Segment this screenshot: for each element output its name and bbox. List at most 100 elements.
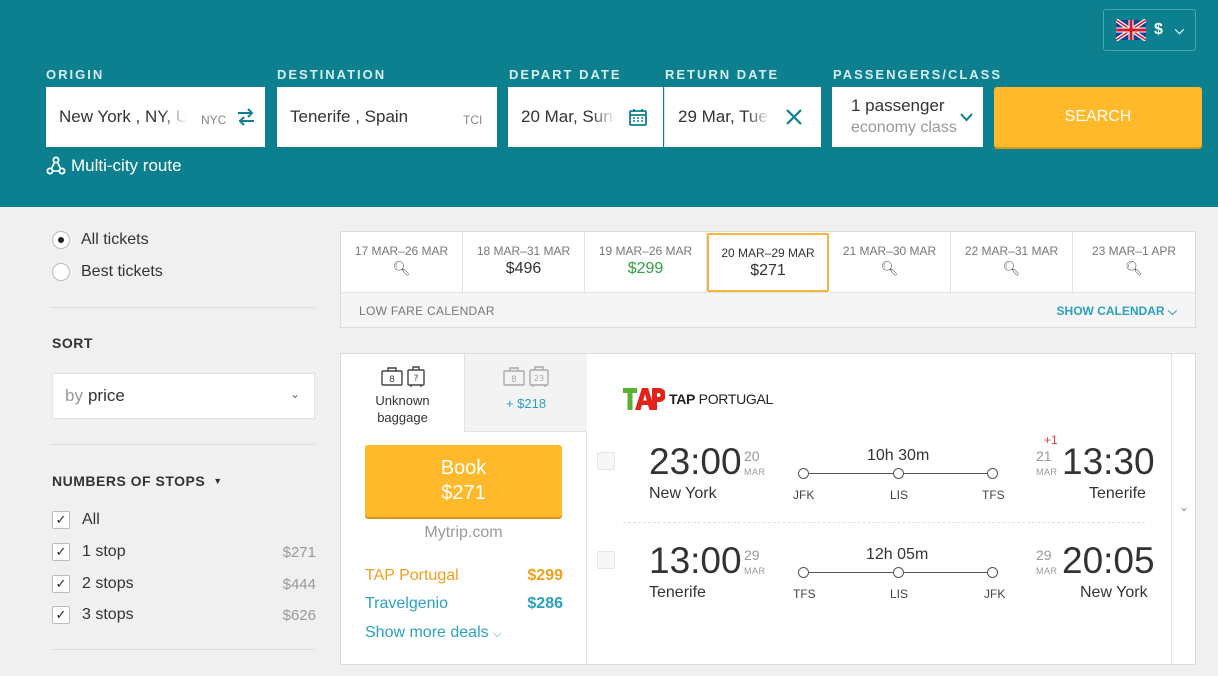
swap-icon[interactable] <box>236 107 256 127</box>
checkmark-icon: ✓ <box>52 511 70 529</box>
stops-label: 1 stop <box>82 543 126 560</box>
departure-time: 23:00 <box>649 441 742 482</box>
next-day-indicator: +1 <box>1044 433 1058 447</box>
date-price: $496 <box>505 260 542 277</box>
date-range: 19 MAR–26 MAR <box>598 244 693 258</box>
date-cell[interactable]: 17 MAR–26 MAR 🔍︎ <box>341 232 463 292</box>
multi-city-route-link[interactable]: Multi-city route <box>46 156 182 176</box>
baggage-extra-price: + $218 <box>505 396 547 411</box>
segment-checkbox[interactable] <box>597 551 615 569</box>
chevron-down-icon: ⌵ <box>1167 304 1177 318</box>
agency-name: Mytrip.com <box>424 524 503 541</box>
date-cell[interactable]: 21 MAR–30 MAR 🔍︎ <box>829 232 951 292</box>
stop-dot <box>893 468 904 479</box>
destination-input[interactable]: Tenerife , Spain TCI <box>277 87 497 147</box>
flight-duration: 12h 05m <box>866 546 929 563</box>
arrival-time: 13:30 <box>1062 441 1155 482</box>
departure-day: 20 <box>744 448 760 464</box>
stops-label: All <box>82 511 100 528</box>
uk-flag-icon <box>1116 19 1146 41</box>
close-icon[interactable] <box>785 108 803 126</box>
radio-unselected-icon <box>52 263 70 281</box>
best-tickets-label: Best tickets <box>81 263 163 280</box>
card-rail-divider <box>1171 354 1172 665</box>
stops-label: 2 stops <box>82 575 134 592</box>
origin-input[interactable]: New York , NY, United States NYC <box>46 87 265 147</box>
depart-date-input[interactable]: 20 Mar, Sunday <box>508 87 663 147</box>
all-tickets-radio[interactable]: All tickets <box>52 231 149 249</box>
show-more-deals-link[interactable]: Show more deals ⌵ <box>365 624 501 642</box>
date-price: $299 <box>627 260 664 277</box>
stops-filter-toggle[interactable]: NUMBERS OF STOPS ▼ <box>52 473 223 489</box>
stops-all-checkbox[interactable]: ✓ All <box>52 509 316 531</box>
search-icon: 🔍︎ <box>1125 260 1143 276</box>
best-tickets-radio[interactable]: Best tickets <box>52 263 163 281</box>
arrival-day: 21 <box>1036 448 1052 464</box>
stop-dot <box>987 567 998 578</box>
passenger-count: 1 passenger <box>851 96 945 115</box>
baggage-tab-extra[interactable]: 8 23 + $218 <box>464 354 587 432</box>
airport-code: JFK <box>984 587 1006 601</box>
stop-dot <box>798 567 809 578</box>
multi-city-label: Multi-city route <box>71 156 182 175</box>
departure-time: 13:00 <box>649 540 742 581</box>
stops-2-checkbox[interactable]: ✓ 2 stops $444 <box>52 573 316 595</box>
search-icon: 🔍︎ <box>1002 260 1021 276</box>
checkmark-icon: ✓ <box>52 543 70 561</box>
svg-text:?: ? <box>413 374 418 384</box>
destination-label: DESTINATION <box>277 67 387 82</box>
stops-3-checkbox[interactable]: ✓ 3 stops $626 <box>52 604 316 626</box>
show-calendar-link[interactable]: SHOW CALENDAR ⌵ <box>1057 304 1177 319</box>
airline-name-bold: TAP <box>669 391 696 407</box>
date-cell[interactable]: 23 MAR–1 APR 🔍︎ <box>1073 232 1195 292</box>
search-icon: 🔍︎ <box>392 260 411 276</box>
date-range: 21 MAR–30 MAR <box>842 244 937 258</box>
segment-divider <box>623 522 1145 523</box>
segment-checkbox[interactable] <box>597 452 615 470</box>
baggage-tab-unknown[interactable]: 8 ? Unknown baggage <box>341 354 464 432</box>
destination-value: Tenerife , Spain <box>290 107 409 126</box>
date-cell[interactable]: 18 MAR–31 MAR $496 <box>463 232 585 292</box>
chevron-down-icon <box>960 113 973 122</box>
chevron-down-icon: ⌄ <box>289 387 300 401</box>
return-date-value: 29 Mar, Tuesday <box>678 107 770 126</box>
deal-row[interactable]: Travelgenio $286 <box>365 595 563 613</box>
checkmark-icon: ✓ <box>52 575 70 593</box>
ticket-card: 8 ? Unknown baggage 8 23 + $218 <box>340 353 1196 665</box>
search-button[interactable]: SEARCH <box>994 87 1202 147</box>
airport-code: JFK <box>793 488 815 502</box>
date-cell-selected[interactable]: 20 MAR–29 MAR $271 <box>707 233 829 292</box>
airport-code: TFS <box>793 587 816 601</box>
svg-text:TAP: TAP <box>644 397 646 400</box>
expand-chevron-icon[interactable]: ⌄ <box>1179 500 1190 514</box>
checkmark-icon: ✓ <box>52 606 70 624</box>
airport-code: LIS <box>890 488 909 502</box>
return-date-input[interactable]: 29 Mar, Tuesday <box>664 87 821 147</box>
destination-iata: TCI <box>463 113 483 127</box>
sort-value: price <box>87 386 125 405</box>
origin-value: New York , NY, United States <box>59 107 187 126</box>
show-calendar-label: SHOW CALENDAR <box>1056 304 1165 318</box>
deal-row[interactable]: TAP Portugal $299 <box>365 567 563 585</box>
calendar-icon[interactable] <box>628 107 648 127</box>
passengers-class-select[interactable]: 1 passenger economy class <box>832 87 983 147</box>
deal-price: $299 <box>527 567 563 584</box>
language-currency-selector[interactable]: $ ⌵ <box>1103 9 1196 51</box>
sort-prefix: by <box>65 386 83 405</box>
travel-class: economy class <box>851 119 957 136</box>
book-button[interactable]: Book $271 <box>365 445 562 517</box>
arrival-month: MAR <box>1036 566 1058 576</box>
airline-name-rest: PORTUGAL <box>698 391 774 407</box>
date-cell[interactable]: 19 MAR–26 MAR $299 <box>585 232 707 292</box>
date-range: 23 MAR–1 APR <box>1091 244 1177 258</box>
svg-text:23: 23 <box>534 374 544 383</box>
stops-1-checkbox[interactable]: ✓ 1 stop $271 <box>52 541 316 563</box>
sort-select[interactable]: by price ⌄ <box>52 373 315 419</box>
date-cell[interactable]: 22 MAR–31 MAR 🔍︎ <box>951 232 1073 292</box>
multi-city-icon <box>46 156 66 175</box>
origin-label: ORIGIN <box>46 67 105 82</box>
column-divider <box>586 432 587 665</box>
arrival-city: Tenerife <box>1089 485 1146 502</box>
departure-day: 29 <box>744 547 760 563</box>
departure-city: Tenerife <box>649 584 706 601</box>
